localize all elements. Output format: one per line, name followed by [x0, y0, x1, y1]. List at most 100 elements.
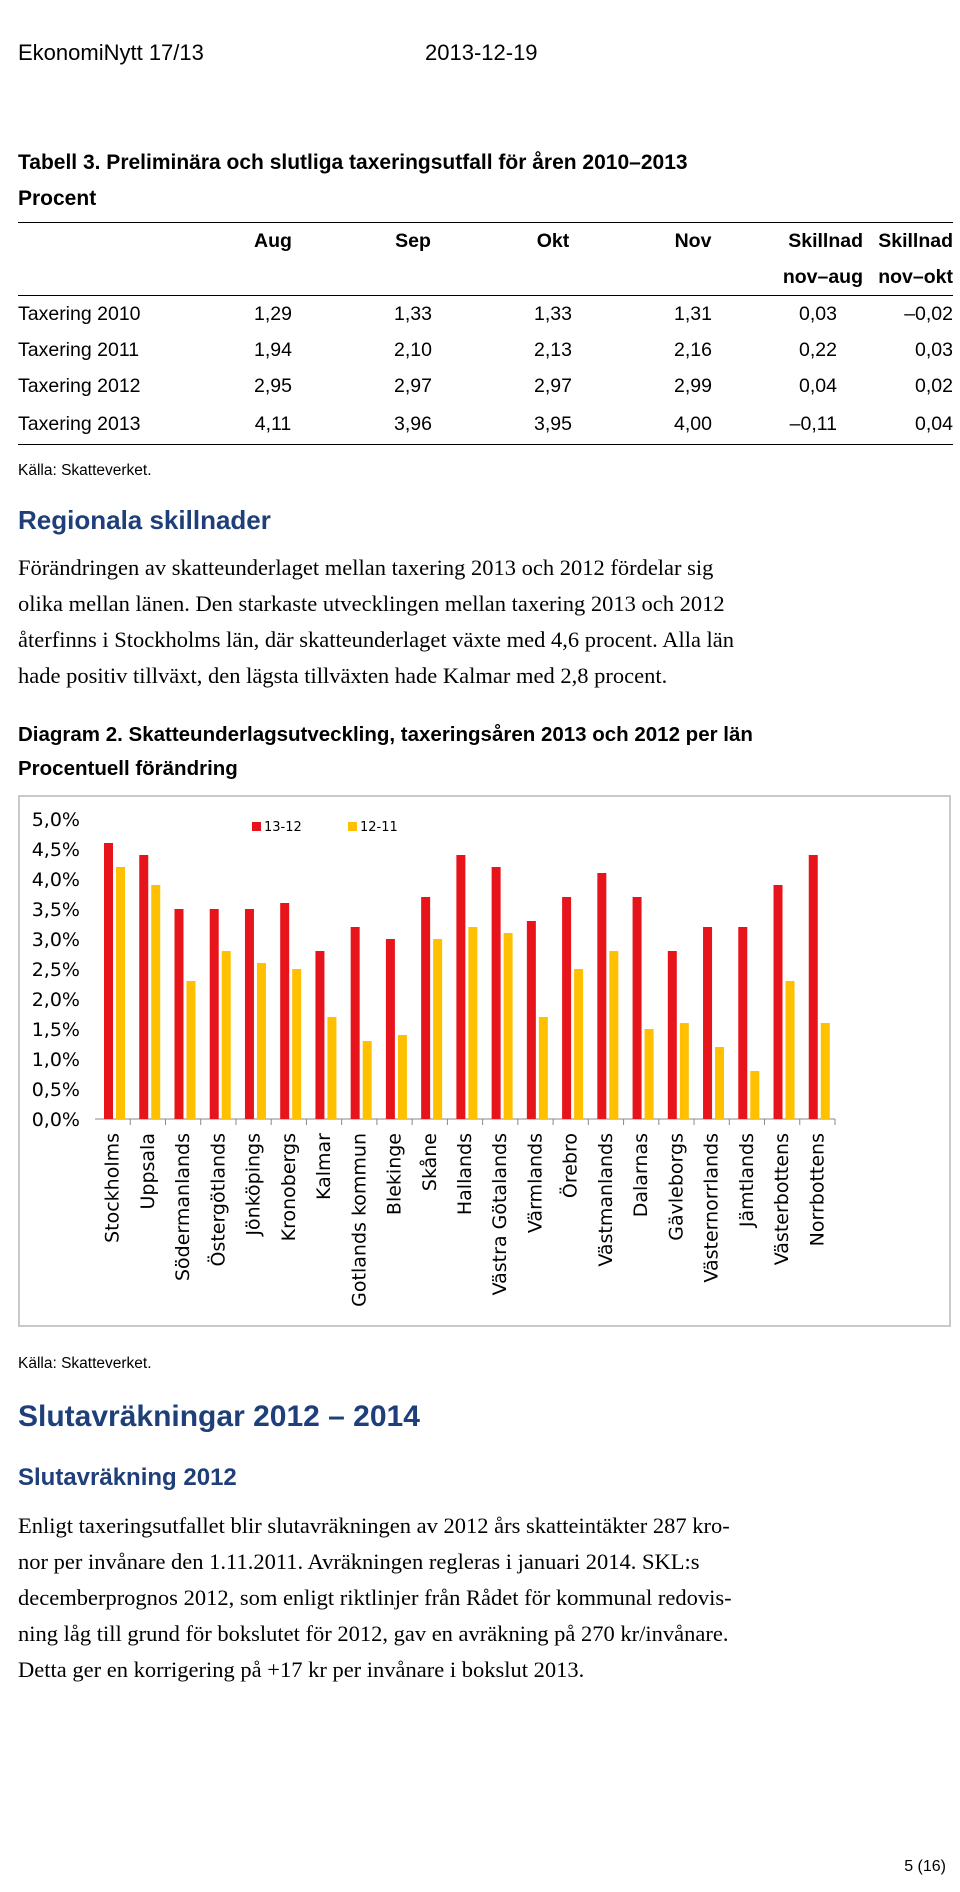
x-category-label: Hallands [454, 1133, 476, 1215]
row-label: Taxering 2010 [18, 302, 141, 325]
x-category-label: Stockholms [102, 1133, 124, 1243]
bar-13-12 [456, 855, 466, 1119]
table-header-sep: Sep [343, 222, 483, 259]
bar-12-11 [644, 1029, 654, 1119]
paragraph-line: nor per invånare den 1.11.2011. Avräknin… [18, 1549, 700, 1574]
x-category-label: Jönköpings [243, 1133, 265, 1237]
cell-okt: 2,13 [534, 338, 572, 361]
table-row: Taxering 2012 2,95 2,97 2,97 2,99 0,04 0… [18, 368, 953, 404]
paragraph-line: återfinns i Stockholms län, där skatteun… [18, 627, 735, 652]
bar-12-11 [609, 951, 619, 1119]
table-header-skillnad-2: Skillnad [863, 222, 953, 259]
cell-okt: 2,97 [534, 374, 572, 397]
taxation-table: Aug Sep Okt Nov Skillnad Skillnad nov–au… [18, 222, 953, 445]
x-category-label: Västernorrlands [701, 1133, 723, 1283]
paragraph-line: olika mellan länen. Den starkaste utveck… [18, 591, 725, 616]
slutavrakning-paragraph: Enligt taxeringsutfallet blir slutavräkn… [18, 1508, 948, 1688]
bar-12-11 [186, 981, 196, 1119]
legend-swatch-12-11 [348, 822, 357, 831]
x-category-label: Gävleborgs [665, 1133, 687, 1241]
x-category-label: Västerbottens [771, 1133, 793, 1265]
cell-diff-nov-okt: 0,03 [915, 338, 953, 361]
cell-diff-nov-aug: 0,04 [799, 374, 837, 397]
page-header: EkonomiNytt 17/13 2013-12-19 [18, 40, 538, 66]
cell-okt: 1,33 [534, 302, 572, 325]
bar-13-12 [773, 885, 783, 1119]
cell-nov: 1,31 [674, 302, 712, 325]
bar-13-12 [209, 909, 219, 1119]
cell-aug: 1,94 [254, 338, 292, 361]
bar-12-11 [433, 939, 443, 1119]
table-subheader-row: nov–aug nov–okt [18, 259, 953, 296]
bar-12-11 [468, 927, 478, 1119]
paragraph-line: Förändringen av skatteunderlaget mellan … [18, 555, 714, 580]
cell-okt: 3,95 [483, 404, 623, 445]
table-header-row: Aug Sep Okt Nov Skillnad Skillnad [18, 222, 953, 259]
section-heading-regional: Regionala skillnader [18, 505, 271, 535]
section-heading-slutavrakningar: Slutavräkningar 2012 – 2014 [18, 1400, 420, 1433]
subsection-heading-slutavrakning-2012: Slutavräkning 2012 [18, 1464, 237, 1491]
bar-13-12 [139, 855, 149, 1119]
diagram-source: Källa: Skatteverket. [18, 1355, 152, 1372]
legend-label-12-11: 12-11 [360, 820, 398, 835]
row-label: Taxering 2013 [18, 404, 203, 445]
bar-12-11 [785, 981, 795, 1119]
cell-diff-nov-okt: –0,02 [904, 302, 953, 325]
x-category-label: Västra Götalands [489, 1133, 511, 1295]
bar-13-12 [104, 843, 113, 1119]
cell-aug: 2,95 [254, 374, 292, 397]
bar-13-12 [808, 855, 818, 1119]
cell-diff-nov-aug: 0,22 [799, 338, 837, 361]
y-tick-label: 1,5% [32, 1019, 80, 1041]
table-source: Källa: Skatteverket. [18, 462, 152, 479]
x-category-label: Skåne [418, 1133, 441, 1191]
diagram-caption: Diagram 2. Skatteunderlagsutveckling, ta… [18, 718, 753, 786]
bar-13-12 [526, 921, 536, 1119]
table-header-okt: Okt [483, 222, 623, 259]
bar-chart: 0,0% 0,5% 1,0% 1,5% 2,0% 2,5% 3,0% 3,5% 4,0% 4,5%… [32, 809, 836, 1307]
cell-sep: 3,96 [343, 404, 483, 445]
paragraph-line: hade positiv tillväxt, den lägsta tillvä… [18, 663, 668, 688]
cell-diff-nov-aug: –0,11 [763, 404, 863, 445]
cell-diff-nov-aug: 0,03 [799, 302, 837, 325]
x-category-label: Östergötlands [206, 1133, 229, 1267]
bar-13-12 [244, 909, 254, 1119]
bar-12-11 [221, 951, 231, 1119]
row-label: Taxering 2011 [18, 338, 140, 361]
x-category-label: Södermanlands [172, 1133, 194, 1281]
bar-12-11 [750, 1071, 760, 1119]
legend-label-13-12: 13-12 [264, 820, 302, 835]
table-caption-unit: Procent [18, 187, 97, 210]
x-category-label: Dalarnas [630, 1133, 652, 1217]
table-header-blank [18, 222, 203, 259]
x-category-label: Kronobergs [278, 1133, 300, 1241]
x-category-label: Jämtlands [736, 1133, 758, 1228]
x-category-label: Värmlands [524, 1133, 546, 1233]
table-row: Taxering 2010 1,29 1,33 1,33 1,31 0,03 –… [18, 296, 953, 333]
cell-sep: 2,10 [394, 338, 432, 361]
paragraph-line: ning låg till grund för bokslutet för 20… [18, 1621, 729, 1646]
x-category-label: Gotlands kommun [348, 1133, 370, 1307]
publication-date: 2013-12-19 [425, 40, 538, 65]
table-row: Taxering 2013 4,11 3,96 3,95 4,00 –0,11 … [18, 404, 953, 445]
bar-12-11 [256, 963, 266, 1119]
bar-12-11 [397, 1035, 407, 1119]
diagram-caption-unit: Procentuell förändring [18, 757, 238, 780]
y-tick-label: 3,0% [32, 929, 80, 951]
bar-12-11 [679, 1023, 689, 1119]
bar-12-11 [503, 933, 513, 1119]
table-header-skillnad-1: Skillnad [763, 222, 863, 259]
bar-12-11 [820, 1023, 830, 1119]
table-subheader-sep [343, 259, 483, 296]
cell-diff-nov-okt: 0,04 [863, 404, 953, 445]
paragraph-line: Detta ger en korrigering på +17 kr per i… [18, 1657, 585, 1682]
bar-13-12 [491, 867, 501, 1119]
cell-aug: 1,29 [254, 302, 292, 325]
bar-13-12 [280, 903, 290, 1119]
bar-12-11 [151, 885, 161, 1119]
y-tick-label: 1,0% [32, 1049, 80, 1071]
bar-12-11 [292, 969, 302, 1119]
x-category-label: Blekinge [384, 1133, 406, 1215]
paragraph-line: decemberprognos 2012, som enligt riktlin… [18, 1585, 732, 1610]
bar-12-11 [574, 969, 584, 1119]
